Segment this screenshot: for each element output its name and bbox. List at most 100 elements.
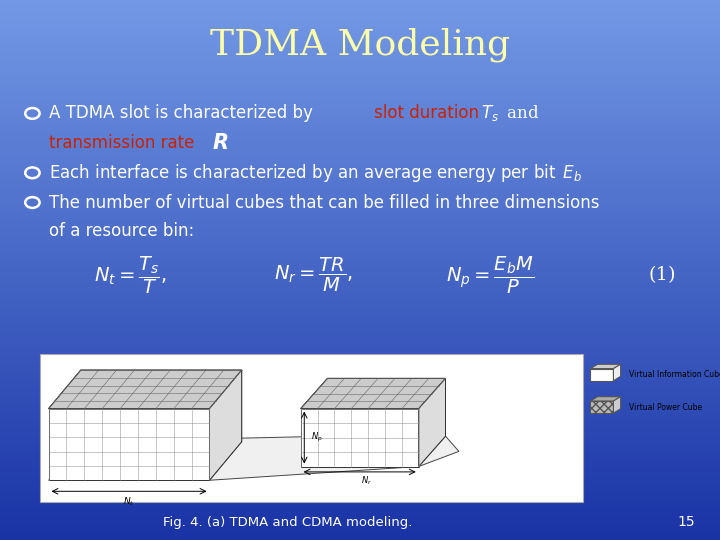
Point (62, 477, 71, 483)
Point (169, 406, 178, 412)
Point (62, 477, 71, 483)
Line: 2 pts: 2 pts (120, 370, 152, 409)
Point (297, 420, 305, 427)
Point (441, 375, 450, 382)
Point (347, 463, 356, 470)
Point (50, 398, 59, 404)
Point (205, 406, 214, 412)
Point (80, 406, 89, 412)
Point (80, 406, 89, 412)
Point (166, 367, 174, 373)
Point (116, 477, 125, 483)
Point (297, 406, 305, 412)
Point (381, 406, 390, 412)
Line: 2 pts: 2 pts (334, 379, 361, 409)
Point (205, 448, 214, 455)
Point (323, 375, 332, 382)
Point (205, 463, 214, 469)
Point (116, 406, 125, 412)
Point (364, 406, 372, 412)
Point (205, 406, 214, 412)
Point (80, 406, 89, 412)
Point (169, 477, 178, 483)
Text: Each interface is characterized by an average energy per bit $\,E_b$: Each interface is characterized by an av… (49, 162, 582, 184)
Point (381, 406, 390, 412)
Point (44, 477, 53, 483)
Point (44, 420, 53, 426)
Point (297, 434, 305, 441)
Point (330, 406, 338, 412)
Point (313, 463, 322, 470)
Point (303, 398, 312, 404)
Point (313, 463, 322, 470)
Line: 2 pts: 2 pts (48, 370, 81, 409)
Line: 2 pts: 2 pts (301, 379, 328, 409)
Point (44, 406, 53, 412)
Point (330, 463, 338, 470)
Point (169, 406, 178, 412)
Point (441, 375, 450, 382)
Text: $N_r$: $N_r$ (361, 475, 372, 487)
Point (116, 406, 125, 412)
Text: $N_t = \dfrac{T_s}{T},$: $N_t = \dfrac{T_s}{T},$ (94, 255, 166, 296)
Point (205, 434, 214, 441)
Line: 2 pts: 2 pts (48, 370, 81, 409)
Point (98, 477, 107, 483)
Point (414, 463, 423, 470)
Point (381, 406, 390, 412)
Point (424, 375, 433, 382)
Point (44, 463, 53, 469)
Point (218, 390, 227, 396)
Point (151, 477, 160, 483)
Polygon shape (301, 379, 446, 409)
Polygon shape (210, 370, 242, 480)
Point (98, 406, 107, 412)
Point (330, 406, 338, 412)
Point (148, 367, 156, 373)
Point (205, 406, 214, 412)
Point (414, 434, 423, 441)
Point (421, 398, 430, 404)
Point (297, 463, 305, 470)
Line: 2 pts: 2 pts (84, 370, 117, 409)
Point (238, 367, 246, 373)
Point (297, 463, 305, 470)
Point (391, 375, 400, 382)
Point (98, 406, 107, 412)
Point (70, 375, 78, 381)
Point (76, 367, 85, 373)
Point (212, 398, 220, 404)
Point (374, 375, 382, 382)
Polygon shape (301, 409, 418, 467)
Point (212, 398, 220, 404)
Point (76, 367, 85, 373)
Point (381, 406, 390, 412)
Point (323, 375, 332, 382)
Polygon shape (48, 370, 242, 409)
Point (414, 406, 423, 412)
Point (62, 406, 71, 412)
Point (151, 406, 160, 412)
Point (434, 383, 443, 389)
Point (151, 477, 160, 483)
Point (414, 406, 423, 412)
Point (44, 406, 53, 412)
Point (347, 406, 356, 412)
Point (297, 406, 305, 412)
Point (347, 406, 356, 412)
Point (205, 420, 214, 426)
Line: 2 pts: 2 pts (174, 370, 206, 409)
Point (330, 463, 338, 470)
Polygon shape (301, 379, 446, 409)
Point (414, 406, 423, 412)
Point (414, 406, 423, 412)
Point (187, 406, 196, 412)
Point (238, 367, 246, 373)
Point (151, 406, 160, 412)
Point (134, 406, 143, 412)
FancyBboxPatch shape (40, 354, 583, 502)
Point (202, 367, 210, 373)
Point (330, 406, 338, 412)
Point (44, 406, 53, 412)
Point (225, 382, 233, 389)
